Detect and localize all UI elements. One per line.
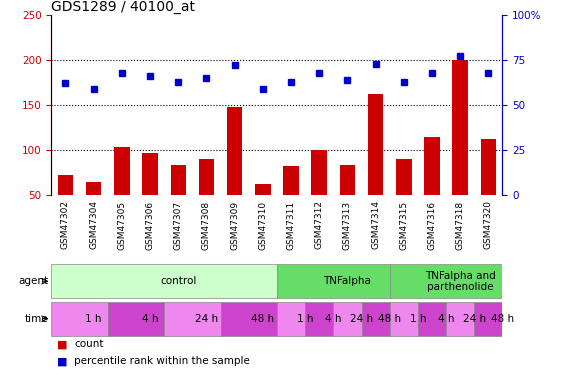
Text: time: time	[25, 314, 49, 324]
Text: 24 h: 24 h	[350, 314, 373, 324]
Text: GSM47314: GSM47314	[371, 200, 380, 249]
Text: 1 h: 1 h	[409, 314, 426, 324]
Bar	[390, 264, 502, 298]
Bar	[368, 94, 383, 240]
Text: 48 h: 48 h	[251, 314, 275, 324]
Text: GSM47304: GSM47304	[89, 200, 98, 249]
Bar	[199, 159, 214, 240]
Bar	[305, 302, 333, 336]
Bar	[114, 147, 130, 240]
Bar	[108, 302, 164, 336]
Bar	[277, 264, 389, 298]
Bar	[51, 264, 277, 298]
Bar	[340, 165, 355, 240]
Text: agent: agent	[18, 276, 49, 286]
Text: 1 h: 1 h	[86, 314, 102, 324]
Text: 4 h: 4 h	[325, 314, 341, 324]
Text: ■: ■	[57, 356, 67, 366]
Text: GSM47316: GSM47316	[428, 200, 436, 249]
Bar	[283, 166, 299, 240]
Text: 4 h: 4 h	[142, 314, 158, 324]
Text: TNFalpha and
parthenolide: TNFalpha and parthenolide	[425, 271, 496, 292]
Bar	[164, 302, 220, 336]
Text: GSM47309: GSM47309	[230, 200, 239, 249]
Text: GSM47311: GSM47311	[287, 200, 296, 249]
Bar	[333, 302, 361, 336]
Bar	[311, 150, 327, 240]
Bar	[452, 60, 468, 240]
Text: 24 h: 24 h	[463, 314, 486, 324]
Bar	[396, 159, 412, 240]
Text: GSM47310: GSM47310	[258, 200, 267, 249]
Text: 4 h: 4 h	[438, 314, 455, 324]
Bar	[418, 302, 446, 336]
Text: GSM47307: GSM47307	[174, 200, 183, 249]
Text: count: count	[74, 339, 104, 350]
Bar	[171, 165, 186, 240]
Bar	[51, 302, 108, 336]
Text: control: control	[160, 276, 196, 286]
Text: percentile rank within the sample: percentile rank within the sample	[74, 356, 250, 366]
Bar	[481, 139, 496, 240]
Bar	[220, 302, 277, 336]
Text: GSM47315: GSM47315	[399, 200, 408, 249]
Text: TNFalpha: TNFalpha	[324, 276, 371, 286]
Bar	[227, 107, 243, 240]
Text: 48 h: 48 h	[378, 314, 401, 324]
Text: 1 h: 1 h	[297, 314, 313, 324]
Bar	[277, 302, 305, 336]
Bar	[424, 136, 440, 240]
Text: GSM47306: GSM47306	[146, 200, 155, 249]
Text: GDS1289 / 40100_at: GDS1289 / 40100_at	[51, 0, 195, 14]
Text: ■: ■	[57, 339, 67, 350]
Bar	[446, 302, 475, 336]
Text: 24 h: 24 h	[195, 314, 218, 324]
Text: 48 h: 48 h	[491, 314, 514, 324]
Text: GSM47302: GSM47302	[61, 200, 70, 249]
Bar	[390, 302, 418, 336]
Text: GSM47320: GSM47320	[484, 200, 493, 249]
Text: GSM47312: GSM47312	[315, 200, 324, 249]
Text: GSM47313: GSM47313	[343, 200, 352, 249]
Bar	[475, 302, 502, 336]
Text: GSM47318: GSM47318	[456, 200, 465, 249]
Text: GSM47305: GSM47305	[118, 200, 126, 249]
Bar	[58, 175, 73, 240]
Bar	[86, 182, 102, 240]
Bar	[255, 184, 271, 240]
Bar	[142, 153, 158, 240]
Bar	[361, 302, 390, 336]
Text: GSM47308: GSM47308	[202, 200, 211, 249]
